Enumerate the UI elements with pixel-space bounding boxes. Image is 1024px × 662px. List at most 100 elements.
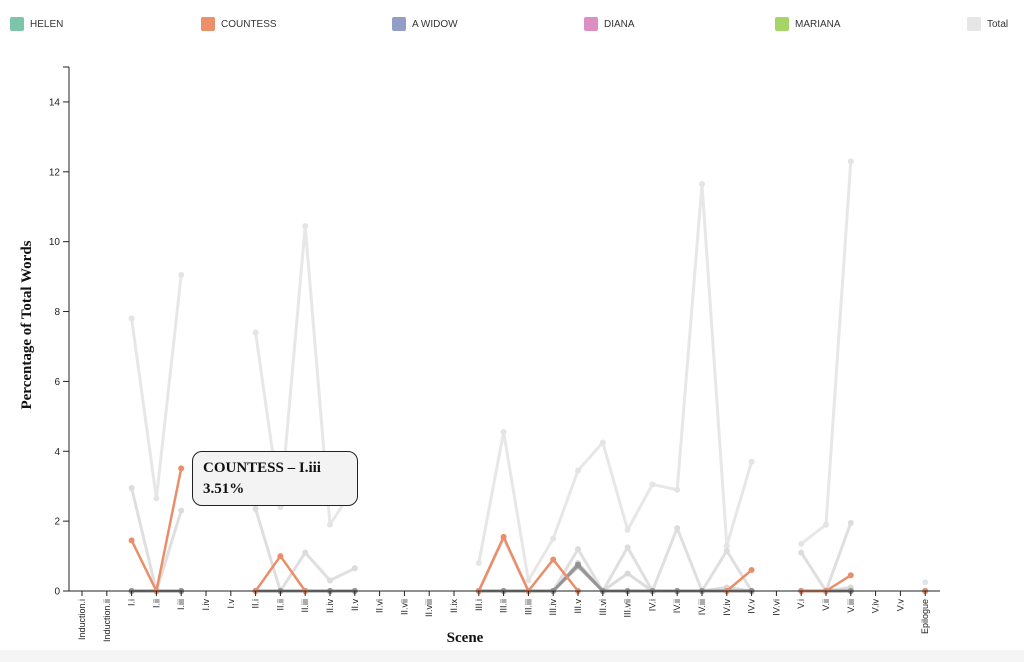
legend-item-a-widow[interactable]: A WIDOW — [392, 16, 458, 32]
x-tick-label: Induction.ii — [102, 599, 112, 642]
data-point-total — [153, 495, 160, 502]
x-tick-label: V.iv — [871, 599, 881, 614]
series-line-countess — [254, 554, 307, 593]
x-tick-label: II.iii — [300, 599, 310, 613]
data-point-total — [748, 458, 755, 465]
legend-item-mariana[interactable]: MARIANA — [775, 16, 841, 32]
y-axis-title: Percentage of Total Words — [19, 240, 35, 409]
data-point-total — [550, 535, 557, 542]
x-axis-title: Scene — [447, 630, 484, 646]
data-point-total — [699, 181, 705, 188]
legend-swatch — [201, 17, 215, 31]
data-point-total — [823, 521, 829, 528]
tooltip: COUNTESS – I.iii 3.51% — [192, 451, 358, 506]
data-point-total — [252, 329, 259, 336]
data-point-total — [575, 467, 581, 474]
x-tick-label: I.iv — [201, 599, 211, 611]
data-point-total — [798, 540, 805, 547]
legend-label: A WIDOW — [412, 18, 458, 30]
legend-item-total[interactable]: Total — [967, 16, 1008, 32]
data-point-helen — [798, 549, 805, 556]
x-tick-label: V.ii — [821, 599, 831, 611]
data-point-total — [128, 315, 135, 322]
y-tick-label: 12 — [49, 167, 61, 178]
x-tick-label: II.i — [251, 599, 261, 609]
legend-swatch — [392, 17, 406, 31]
y-tick-label: 6 — [54, 377, 60, 388]
legend-swatch — [967, 17, 981, 31]
data-point-total — [475, 560, 482, 567]
data-point-total — [847, 158, 854, 165]
legend-swatch — [10, 17, 24, 31]
x-tick-label: II.v — [350, 599, 360, 612]
x-tick-label: IV.ii — [672, 599, 682, 613]
y-tick-label: 14 — [49, 97, 61, 108]
data-point-total — [624, 526, 631, 533]
data-point-helen — [302, 549, 309, 556]
x-tick-label: III.i — [474, 599, 484, 611]
data-point-countess — [550, 556, 557, 563]
data-point-a-widow — [624, 570, 631, 577]
x-tick-label: IV.v — [747, 599, 757, 614]
x-tick-label: V.iii — [846, 599, 856, 613]
x-tick-label: II.iv — [325, 599, 335, 614]
y-tick-label: 0 — [54, 587, 60, 598]
legend-label: MARIANA — [795, 18, 841, 30]
y-tick-label: 4 — [54, 447, 60, 458]
legend-label: HELEN — [30, 18, 64, 30]
x-tick-label: Epilogue — [920, 599, 930, 634]
data-point-total — [649, 481, 656, 488]
legend: HELEN COUNTESS A WIDOW DIANA MARIANA Tot… — [0, 10, 1024, 36]
data-point-helen — [723, 547, 730, 554]
x-tick-label: IV.iv — [722, 599, 732, 616]
series-line-total — [799, 159, 853, 546]
legend-label: Total — [987, 18, 1009, 30]
x-tick-label: II.viii — [424, 599, 434, 617]
data-point-countess — [500, 533, 507, 540]
x-tick-label: II.vi — [375, 599, 385, 613]
series-line-countess — [725, 568, 753, 593]
series-line-total — [477, 182, 754, 583]
legend-item-diana[interactable]: DIANA — [584, 16, 635, 32]
x-tick-label: II.vii — [399, 599, 409, 615]
data-point-helen — [252, 505, 259, 512]
legend-item-countess[interactable]: COUNTESS — [201, 16, 277, 32]
data-point-total — [500, 429, 507, 436]
data-point-helen — [351, 565, 358, 572]
x-tick-label: IV.vi — [771, 599, 781, 616]
data-point-countess — [748, 567, 755, 574]
data-point-total — [723, 542, 730, 549]
data-point-countess — [277, 553, 284, 560]
tooltip-title: COUNTESS – I.iii — [203, 460, 321, 476]
y-tick-label: 2 — [54, 517, 60, 528]
data-point-helen — [674, 525, 681, 532]
data-point-helen — [575, 546, 581, 553]
legend-swatch — [584, 17, 598, 31]
data-point-helen — [178, 507, 185, 514]
data-point-total — [327, 521, 333, 528]
data-point-countess — [847, 572, 854, 579]
x-tick-label: III.ii — [499, 599, 509, 613]
data-point-countess — [128, 537, 135, 544]
x-tick-label: IV.i — [647, 599, 657, 611]
data-point-total — [674, 486, 681, 493]
legend-item-helen[interactable]: HELEN — [10, 16, 63, 32]
data-point-helen — [327, 577, 333, 584]
data-point-helen — [847, 519, 854, 526]
legend-label: DIANA — [604, 18, 635, 30]
x-tick-label: V.i — [796, 599, 806, 609]
x-tick-label: IV.iii — [697, 599, 707, 615]
data-point-helen — [128, 484, 135, 491]
x-tick-label: I.v — [226, 599, 236, 609]
legend-label: COUNTESS — [221, 18, 277, 30]
data-point-total — [922, 579, 929, 586]
x-tick-label: III.vi — [598, 599, 608, 616]
x-tick-label: I.ii — [151, 599, 161, 608]
data-point-helen — [624, 544, 631, 551]
data-point-mariana — [575, 561, 581, 568]
x-tick-label: I.iii — [176, 599, 186, 610]
x-tick-label: III.v — [573, 599, 583, 614]
series-total — [128, 158, 929, 586]
series-countess — [128, 465, 929, 594]
data-point-total — [178, 271, 185, 278]
